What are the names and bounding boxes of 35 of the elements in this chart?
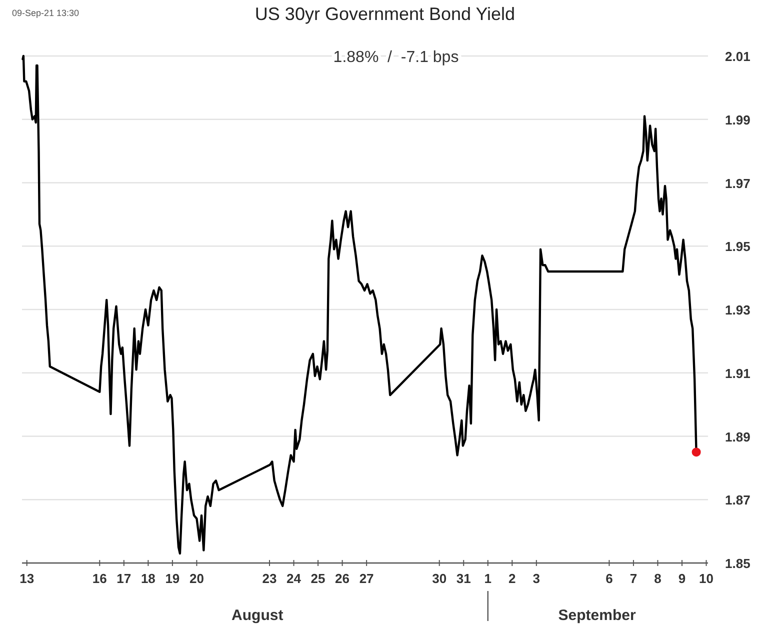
x-tick-label: 7 [630, 571, 638, 586]
text: 09-Sep-21 13:30 [12, 8, 80, 18]
x-tick-label: 23 [262, 571, 277, 586]
x-tick-label: 25 [310, 571, 326, 586]
x-tick-label: 26 [335, 571, 350, 586]
x-tick-label: 16 [92, 571, 107, 586]
text: September [558, 607, 636, 624]
y-tick-label: 1.97 [725, 176, 750, 191]
y-tick-label: 1.85 [725, 556, 750, 571]
text: August [232, 607, 284, 624]
x-tick-label: 27 [359, 571, 374, 586]
chart-title: US 30yr Government Bond Yield [254, 4, 516, 24]
x-tick-label: 30 [432, 571, 447, 586]
x-tick-label: 24 [286, 571, 302, 586]
x-tick-label: 10 [699, 571, 714, 586]
x-tick-label: 17 [116, 571, 132, 586]
chart-subtitle: 1.88% / -7.1 bps [333, 49, 459, 66]
x-tick-label: 3 [532, 571, 540, 586]
x-tick-label: 19 [165, 571, 180, 586]
y-tick-label: 1.87 [725, 492, 750, 508]
x-tick-label: 31 [456, 571, 471, 586]
x-tick-label: 20 [189, 571, 204, 586]
y-tick-label: 1.95 [725, 239, 750, 254]
x-tick-label: 18 [140, 571, 156, 586]
y-tick-label: 1.99 [725, 112, 750, 128]
x-tick-label: 9 [678, 571, 686, 586]
x-tick-label: 2 [508, 571, 516, 586]
y-tick-label: 1.89 [725, 429, 750, 444]
y-tick-label: 2.01 [725, 49, 750, 64]
x-tick-label: 13 [20, 571, 34, 586]
y-tick-label: 1.93 [725, 302, 750, 318]
x-tick-label: 8 [654, 571, 662, 586]
x-tick-label: 6 [606, 571, 613, 586]
x-tick-label: 1 [484, 571, 492, 586]
y-tick-label: 1.91 [725, 366, 750, 381]
